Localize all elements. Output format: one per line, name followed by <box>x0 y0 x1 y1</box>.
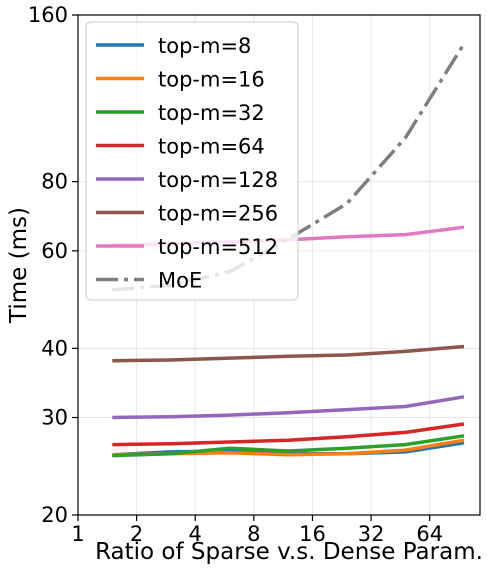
legend-label: top-m=256 <box>158 202 278 226</box>
x-tick-label: 2 <box>130 522 143 546</box>
x-tick-label: 16 <box>299 522 326 546</box>
x-axis-ticks: 1 2 4 8 16 32 64 <box>71 515 443 546</box>
legend-label: top-m=8 <box>158 34 251 58</box>
legend-label: top-m=512 <box>158 235 278 259</box>
legend-label: MoE <box>158 269 202 293</box>
y-tick-label: 80 <box>41 170 68 194</box>
x-tick-label: 64 <box>416 522 443 546</box>
y-tick-label: 160 <box>28 3 68 27</box>
y-tick-label: 20 <box>41 503 68 527</box>
x-axis-label: Ratio of Sparse v.s. Dense Param. <box>95 539 483 565</box>
y-tick-label: 30 <box>41 406 68 430</box>
series-line-top-m-32 <box>112 434 465 458</box>
y-tick-label: 40 <box>41 336 68 360</box>
legend-label: top-m=128 <box>158 168 278 192</box>
x-tick-label: 32 <box>358 522 385 546</box>
x-tick-label: 8 <box>247 522 260 546</box>
legend-label: top-m=16 <box>158 68 265 92</box>
series-line-top-m-128 <box>112 395 465 420</box>
x-tick-label: 1 <box>71 522 84 546</box>
series-line-top-m-256 <box>112 344 465 363</box>
y-axis-ticks: 20 30 40 60 80 160 <box>28 3 78 527</box>
legend-box <box>85 21 299 301</box>
legend-label: top-m=32 <box>158 101 265 125</box>
series-line-top-m-64 <box>112 422 465 447</box>
y-axis-label: Time (ms) <box>6 207 32 324</box>
plot-frame <box>77 14 481 516</box>
legend-label: top-m=64 <box>158 135 265 159</box>
y-tick-label: 60 <box>41 239 68 263</box>
legend: top-m=8 top-m=16 top-m=32 top-m=64 top-m=128… <box>85 21 299 301</box>
x-tick-label: 4 <box>189 522 202 546</box>
